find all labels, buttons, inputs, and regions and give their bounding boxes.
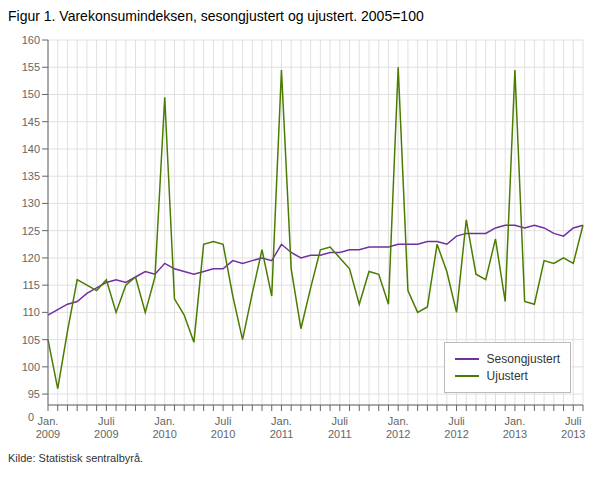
svg-text:150: 150: [22, 88, 40, 100]
html-text:Kilde: Statistisk sentralbyrå.: Kilde: Statistisk sentralbyrå.: [8, 452, 144, 464]
svg-text:Jan.2012: Jan.2012: [386, 415, 410, 440]
svg-text:115: 115: [22, 279, 40, 291]
html-text:Ujustert: Ujustert: [486, 369, 528, 383]
svg-text:Jan.2011: Jan.2011: [270, 415, 294, 440]
svg-text:Jan.2010: Jan.2010: [152, 415, 176, 440]
svg-text:160: 160: [22, 34, 40, 46]
svg-text:110: 110: [22, 306, 40, 318]
svg-text:Juli2013: Juli2013: [561, 415, 585, 440]
svg-text:140: 140: [22, 143, 40, 155]
svg-text:Jan.2013: Jan.2013: [503, 415, 527, 440]
svg-text:95: 95: [28, 388, 40, 400]
svg-text:100: 100: [22, 361, 40, 373]
svg-text:130: 130: [22, 197, 40, 209]
svg-text:Juli2010: Juli2010: [211, 415, 235, 440]
svg-text:135: 135: [22, 170, 40, 182]
svg-text:155: 155: [22, 61, 40, 73]
svg-text:125: 125: [22, 225, 40, 237]
svg-text:Juli2011: Juli2011: [328, 415, 352, 440]
svg-text:120: 120: [22, 252, 40, 264]
svg-text:Juli2009: Juli2009: [94, 415, 118, 440]
html-text:Figur 1. Varekonsumindeksen, s: Figur 1. Varekonsumindeksen, sesongjuste…: [8, 8, 424, 24]
svg-text:Juli2012: Juli2012: [444, 415, 468, 440]
html-text:0: 0: [27, 411, 34, 423]
html-text:Sesongjustert: Sesongjustert: [486, 352, 560, 366]
svg-text:Jan.2009: Jan.2009: [36, 415, 60, 440]
svg-text:105: 105: [22, 334, 40, 346]
svg-text:145: 145: [22, 116, 40, 128]
